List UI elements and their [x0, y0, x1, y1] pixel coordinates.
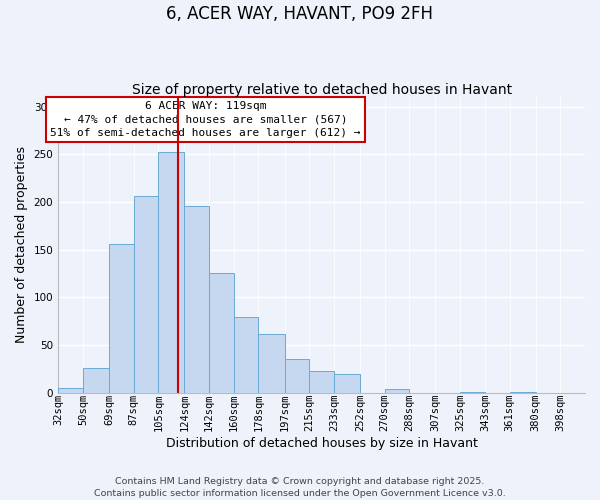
Bar [309, 370, 334, 392]
Bar [58, 388, 83, 392]
Text: Contains HM Land Registry data © Crown copyright and database right 2025.
Contai: Contains HM Land Registry data © Crown c… [94, 476, 506, 498]
Bar [158, 152, 184, 392]
Bar [109, 244, 134, 392]
Bar [284, 359, 309, 392]
Bar [209, 274, 234, 392]
Bar [83, 368, 109, 392]
Text: 6, ACER WAY, HAVANT, PO9 2FH: 6, ACER WAY, HAVANT, PO9 2FH [167, 5, 433, 23]
Bar [134, 196, 158, 392]
Bar [184, 206, 209, 392]
Bar [234, 317, 259, 392]
X-axis label: Distribution of detached houses by size in Havant: Distribution of detached houses by size … [166, 437, 478, 450]
Bar [385, 388, 409, 392]
Title: Size of property relative to detached houses in Havant: Size of property relative to detached ho… [131, 83, 512, 97]
Y-axis label: Number of detached properties: Number of detached properties [15, 146, 28, 344]
Bar [334, 374, 360, 392]
Bar [259, 334, 284, 392]
Text: 6 ACER WAY: 119sqm
← 47% of detached houses are smaller (567)
51% of semi-detach: 6 ACER WAY: 119sqm ← 47% of detached hou… [50, 102, 361, 138]
